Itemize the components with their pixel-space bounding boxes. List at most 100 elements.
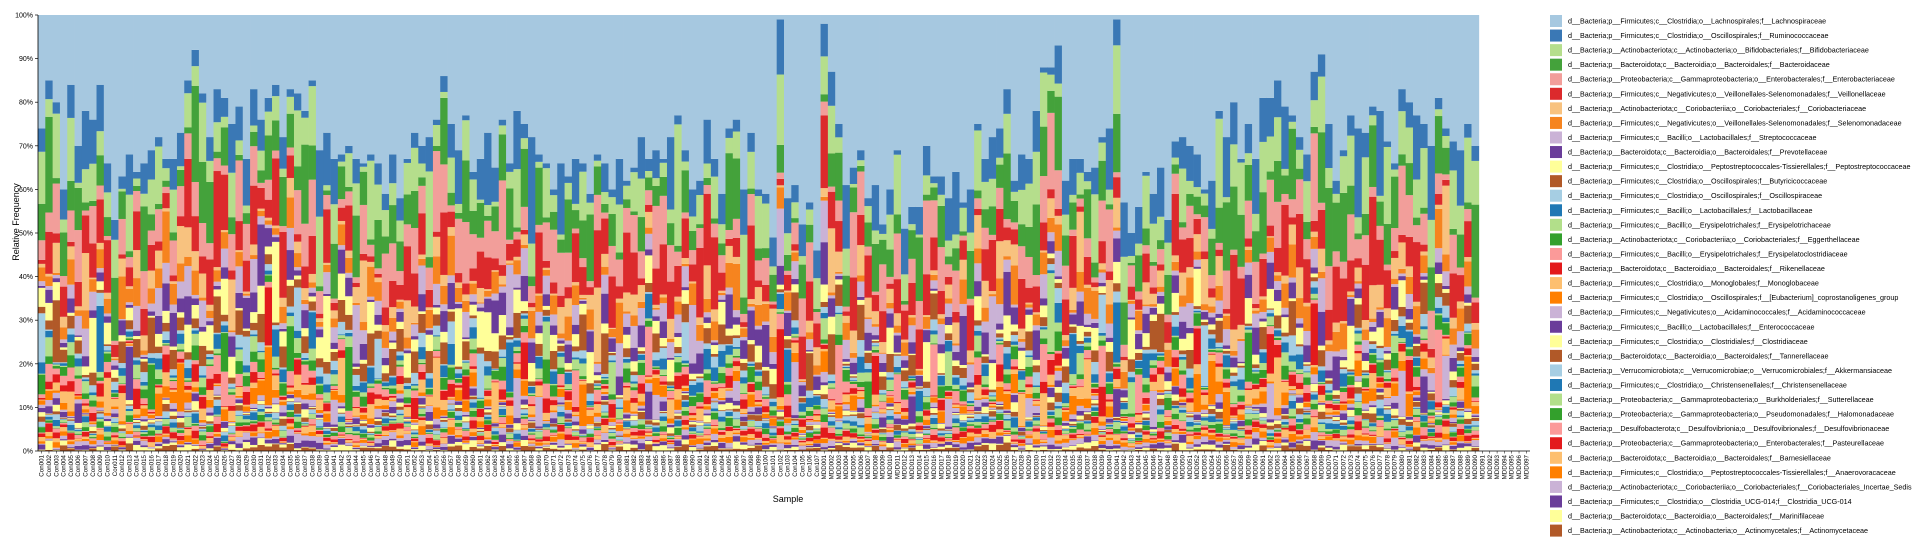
bar-segment: [272, 419, 280, 423]
bar-segment: [396, 299, 405, 302]
bar-segment: [901, 388, 909, 390]
bar-segment: [367, 160, 375, 240]
bar-segment: [922, 434, 931, 438]
bar-segment: [242, 392, 251, 405]
bar-segment: [615, 435, 624, 437]
bar-segment: [140, 271, 149, 309]
bar-segment: [440, 378, 448, 390]
bar-segment: [206, 448, 214, 451]
bar-segment: [944, 240, 953, 257]
bar-segment: [432, 349, 441, 351]
bar-segment: [1003, 420, 1012, 429]
bar-segment: [732, 263, 741, 311]
bar-segment: [1025, 426, 1034, 430]
bar-segment: [696, 447, 704, 449]
bar-segment: [615, 407, 624, 409]
bar-segment: [1025, 158, 1034, 184]
bar-segment: [155, 268, 163, 289]
bar-segment: [608, 328, 617, 338]
bar-segment: [981, 332, 990, 355]
bar-segment: [74, 440, 83, 442]
bar-segment: [879, 434, 887, 437]
bar-segment: [805, 421, 814, 425]
bar-segment: [96, 289, 105, 293]
bar-segment: [133, 440, 141, 445]
bar-segment: [703, 343, 712, 349]
bar-segment: [220, 248, 229, 268]
bar-segment: [857, 438, 865, 441]
bar-segment: [732, 346, 741, 349]
bar-segment: [930, 414, 938, 418]
bar-segment: [871, 230, 880, 244]
bar-segment: [191, 318, 200, 329]
bar-segment: [805, 445, 814, 448]
bar-segment: [601, 323, 609, 334]
bar-segment: [871, 324, 880, 327]
bar-segment: [981, 227, 990, 250]
bar-segment: [579, 441, 587, 444]
bar-segment: [264, 421, 273, 429]
bar-segment: [791, 336, 799, 338]
bar-segment: [411, 372, 419, 385]
bar-segment: [125, 336, 134, 339]
bar-segment: [337, 436, 346, 438]
bar-segment: [988, 399, 997, 402]
bar-segment: [747, 439, 756, 445]
bar-segment: [396, 351, 405, 356]
bar-segment: [147, 179, 156, 215]
bar-segment: [703, 446, 712, 451]
bar-segment: [593, 194, 602, 231]
bar-segment: [345, 205, 353, 251]
bar-segment: [586, 408, 595, 410]
bar-segment: [411, 324, 419, 337]
bar-segment: [871, 349, 880, 353]
bar-segment: [791, 436, 799, 438]
bar-segment: [308, 312, 317, 349]
bar-segment: [286, 401, 295, 405]
bar-segment: [301, 361, 309, 365]
bar-segment: [352, 396, 361, 407]
bar-segment: [250, 372, 258, 383]
bar-segment: [944, 397, 953, 399]
bar-segment: [754, 329, 763, 346]
bar-segment: [235, 221, 244, 251]
bar-segment: [564, 388, 573, 390]
bar-segment: [337, 438, 346, 445]
bar-segment: [747, 414, 756, 416]
bar-segment: [506, 397, 514, 401]
bar-segment: [323, 444, 331, 449]
bar-segment: [206, 415, 214, 422]
bar-segment: [981, 387, 990, 390]
bar-segment: [988, 409, 997, 412]
bar-segment: [337, 357, 346, 396]
bar-segment: [206, 137, 214, 161]
bar-segment: [857, 340, 865, 357]
bar-segment: [103, 350, 112, 352]
bar-segment: [922, 328, 931, 331]
bar-segment: [827, 399, 836, 401]
bar-segment: [191, 294, 200, 299]
bar-segment: [791, 320, 799, 328]
bar-segment: [323, 264, 331, 273]
bar-segment: [645, 190, 653, 205]
bar-segment: [791, 415, 799, 419]
bar-segment: [813, 443, 821, 448]
bar-segment: [162, 398, 170, 400]
bar-segment: [89, 15, 97, 120]
bar-segment: [974, 437, 982, 443]
bar-segment: [645, 429, 653, 432]
bar-segment: [374, 277, 383, 283]
bar-segment: [857, 171, 865, 215]
bar-segment: [630, 397, 639, 403]
bar-segment: [96, 272, 105, 282]
bar-segment: [96, 440, 105, 446]
bar-segment: [301, 426, 309, 427]
bar-segment: [937, 314, 946, 319]
bar-segment: [579, 380, 587, 385]
bar-segment: [81, 415, 90, 416]
bar-segment: [315, 436, 324, 443]
bar-segment: [996, 443, 1004, 445]
bar-segment: [506, 437, 514, 439]
bar-segment: [1032, 330, 1041, 360]
bar-segment: [81, 414, 90, 416]
